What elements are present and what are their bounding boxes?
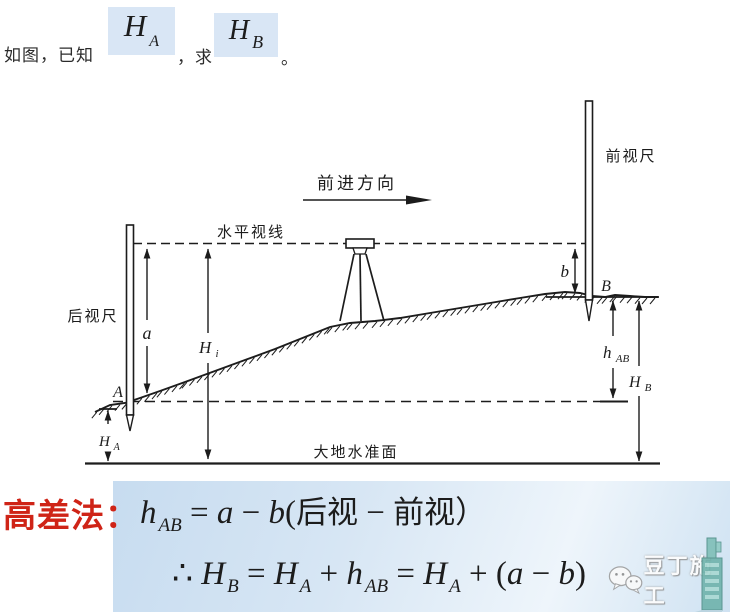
f2-b: b: [558, 556, 575, 592]
f1-close: ）: [455, 495, 487, 530]
problem-period: 。: [281, 49, 299, 68]
f2-eq2: =: [388, 556, 424, 592]
f2-ha: H: [273, 556, 298, 592]
f2-h: h: [346, 556, 363, 592]
math-highlight-hb: H B: [214, 13, 278, 57]
f2-close: ): [574, 556, 586, 592]
hb-base: H: [228, 15, 250, 46]
problem-prefix: 如图，已知: [4, 46, 94, 65]
method-label: 高差法：: [3, 499, 139, 535]
formula-panel: [113, 481, 730, 612]
f2-ha2-sub: A: [449, 575, 461, 597]
problem-mid: ，求: [177, 48, 213, 67]
f2-hb-sub: B: [227, 575, 239, 597]
wechat-icon: [608, 566, 643, 595]
math-highlight-ha: H A: [108, 7, 175, 55]
elevation-b-label: H B: [628, 374, 652, 394]
f1-backsight: 后视: [295, 495, 358, 530]
height-diff-label: h AB: [603, 343, 629, 365]
leveling-diagram: 前进方向 水平视线 后视尺 前视尺 大地水准面 a H i b: [67, 100, 660, 465]
f1-open: (: [284, 495, 296, 531]
point-a-label: A: [112, 384, 123, 401]
sight-line-label: 水平视线: [217, 224, 285, 241]
reading-a-label: a: [143, 323, 152, 343]
foresight-rod-label: 前视尺: [605, 148, 656, 165]
f1-eq: =: [181, 495, 217, 531]
direction-arrow: [303, 195, 432, 205]
f1-minus2: −: [357, 495, 394, 531]
formula-line1: h AB = a − b(后视 − 前视）: [140, 487, 487, 535]
f1-b: b: [268, 495, 285, 531]
f2-therefore: ∴: [172, 556, 202, 592]
f2-eq1: =: [238, 556, 274, 592]
f2-ha-sub: A: [299, 575, 312, 597]
f2-minus: −: [523, 556, 559, 592]
instrument-height-label: H i: [198, 338, 219, 360]
reading-b-label: b: [561, 262, 570, 281]
f2-plus2: + (: [460, 556, 507, 592]
ha-base: H: [123, 8, 147, 43]
f1-h: h: [140, 495, 157, 531]
f1-a: a: [216, 495, 234, 531]
watermark-text: 豆丁施工: [643, 555, 713, 608]
f2-h-sub: AB: [364, 575, 389, 597]
terrain-line: [94, 291, 658, 413]
terrain-hatching: [91, 292, 656, 419]
ha-sub: A: [149, 33, 160, 50]
f2-hb: H: [201, 556, 226, 592]
f2-ha2: H: [423, 556, 448, 592]
direction-label: 前进方向: [317, 174, 397, 193]
elevation-a-label: H A: [98, 434, 121, 453]
building-watermark: [695, 537, 723, 612]
backsight-rod: [125, 224, 135, 432]
f1-minus: −: [233, 495, 269, 531]
point-b-label: B: [601, 278, 611, 295]
f2-plus1: +: [311, 556, 347, 592]
f2-a: a: [506, 556, 524, 592]
hb-sub: B: [252, 32, 264, 52]
watermark: 豆丁施工: [608, 550, 730, 610]
datum-label: 大地水准面: [313, 444, 398, 461]
f1-h-sub: AB: [158, 514, 182, 536]
foresight-rod: [584, 100, 594, 322]
measure-ha: [99, 408, 117, 462]
f1-foresight: 前视: [393, 495, 456, 530]
backsight-rod-label: 后视尺: [67, 308, 118, 325]
level-instrument: [339, 238, 385, 322]
